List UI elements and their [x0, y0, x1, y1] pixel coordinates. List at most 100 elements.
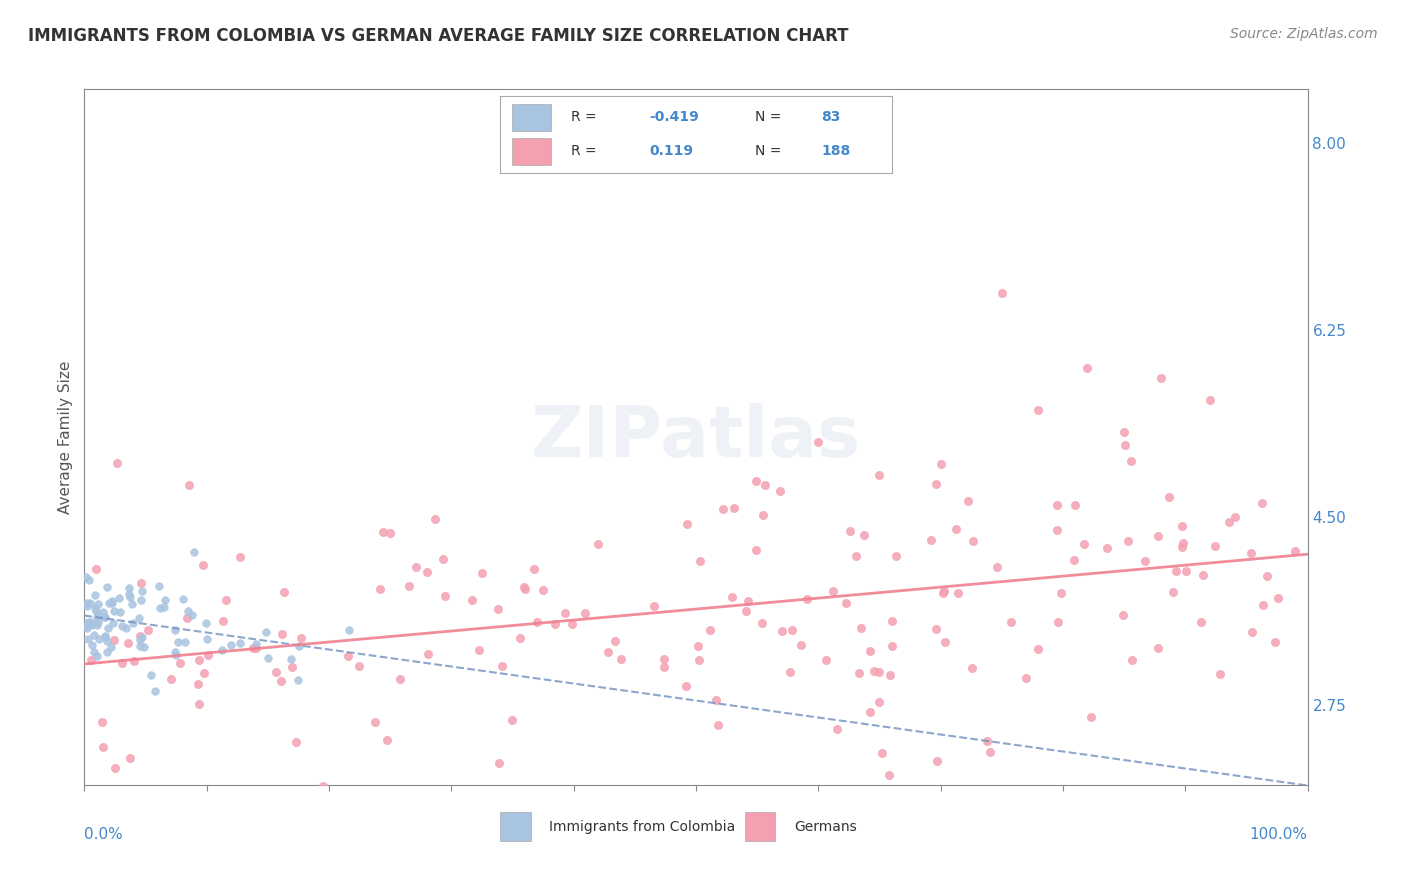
Point — [1161, 585, 1184, 599]
Point — [744, 474, 766, 488]
Point — [188, 698, 211, 712]
Point — [105, 456, 128, 470]
Point — [77, 632, 100, 647]
Point — [1251, 496, 1274, 510]
Point — [1119, 454, 1142, 468]
Point — [610, 652, 633, 666]
Point — [290, 632, 312, 646]
Point — [163, 624, 186, 638]
Point — [835, 596, 858, 610]
Text: Source: ZipAtlas.com: Source: ZipAtlas.com — [1230, 27, 1378, 41]
Point — [880, 639, 903, 653]
Point — [219, 638, 242, 652]
Point — [193, 558, 215, 572]
Point — [195, 632, 218, 646]
Point — [167, 634, 190, 648]
Point — [416, 566, 439, 580]
Point — [129, 576, 152, 591]
Point — [1204, 539, 1226, 553]
Point — [139, 668, 162, 682]
Point — [962, 660, 984, 674]
Point — [561, 616, 583, 631]
Point — [957, 494, 980, 508]
Point — [853, 527, 876, 541]
Point — [745, 543, 768, 558]
Point — [271, 627, 294, 641]
Point — [380, 526, 402, 541]
Point — [398, 579, 420, 593]
Point — [1114, 425, 1136, 439]
Point — [780, 624, 803, 638]
Point — [603, 634, 626, 648]
Point — [1264, 635, 1286, 649]
Point — [675, 516, 697, 531]
Point — [686, 639, 709, 653]
Point — [100, 640, 122, 654]
Point — [177, 604, 200, 618]
Point — [976, 734, 998, 748]
Point — [129, 593, 152, 607]
Point — [1198, 392, 1220, 407]
Point — [654, 652, 676, 666]
Point — [270, 673, 292, 688]
Point — [848, 666, 870, 681]
Point — [986, 560, 1008, 574]
Point — [86, 610, 108, 624]
Point — [825, 723, 848, 737]
Point — [129, 633, 152, 648]
Point — [257, 651, 280, 665]
Point — [751, 616, 773, 631]
Point — [101, 593, 124, 607]
Point — [929, 457, 952, 471]
Text: 100.0%: 100.0% — [1250, 827, 1308, 842]
Point — [486, 602, 509, 616]
Point — [868, 665, 890, 679]
Point — [1095, 541, 1118, 556]
Point — [1267, 591, 1289, 605]
Point — [75, 570, 97, 584]
Point — [79, 615, 101, 629]
Point — [96, 645, 118, 659]
Point — [737, 594, 759, 608]
Point — [790, 638, 813, 652]
Point — [97, 596, 120, 610]
Point — [770, 624, 793, 638]
Point — [1241, 624, 1264, 639]
Point — [1284, 544, 1306, 558]
Point — [287, 639, 309, 653]
Point — [689, 554, 711, 568]
Point — [100, 596, 122, 610]
Point — [554, 606, 576, 620]
Point — [118, 581, 141, 595]
Point — [104, 761, 127, 775]
Point — [1146, 529, 1168, 543]
Point — [796, 591, 818, 606]
Point — [1046, 498, 1069, 512]
Point — [172, 591, 194, 606]
Point — [86, 649, 108, 664]
Point — [280, 660, 302, 674]
Point — [1133, 554, 1156, 568]
Point — [1209, 667, 1232, 681]
Point — [1116, 533, 1139, 548]
Text: IMMIGRANTS FROM COLOMBIA VS GERMAN AVERAGE FAMILY SIZE CORRELATION CHART: IMMIGRANTS FROM COLOMBIA VS GERMAN AVERA… — [28, 27, 849, 45]
Point — [254, 624, 277, 639]
Point — [91, 605, 114, 619]
Text: 0.0%: 0.0% — [84, 827, 124, 842]
Point — [1192, 568, 1215, 582]
Point — [122, 654, 145, 668]
Point — [1251, 598, 1274, 612]
Point — [1080, 709, 1102, 723]
Point — [1076, 360, 1098, 375]
Point — [416, 647, 439, 661]
Point — [1064, 498, 1087, 512]
Point — [513, 582, 536, 597]
Point — [165, 648, 187, 662]
Point — [932, 586, 955, 600]
Point — [838, 524, 860, 539]
Point — [129, 639, 152, 653]
Point — [488, 756, 510, 770]
Point — [711, 502, 734, 516]
Point — [851, 621, 873, 635]
Point — [84, 604, 107, 618]
